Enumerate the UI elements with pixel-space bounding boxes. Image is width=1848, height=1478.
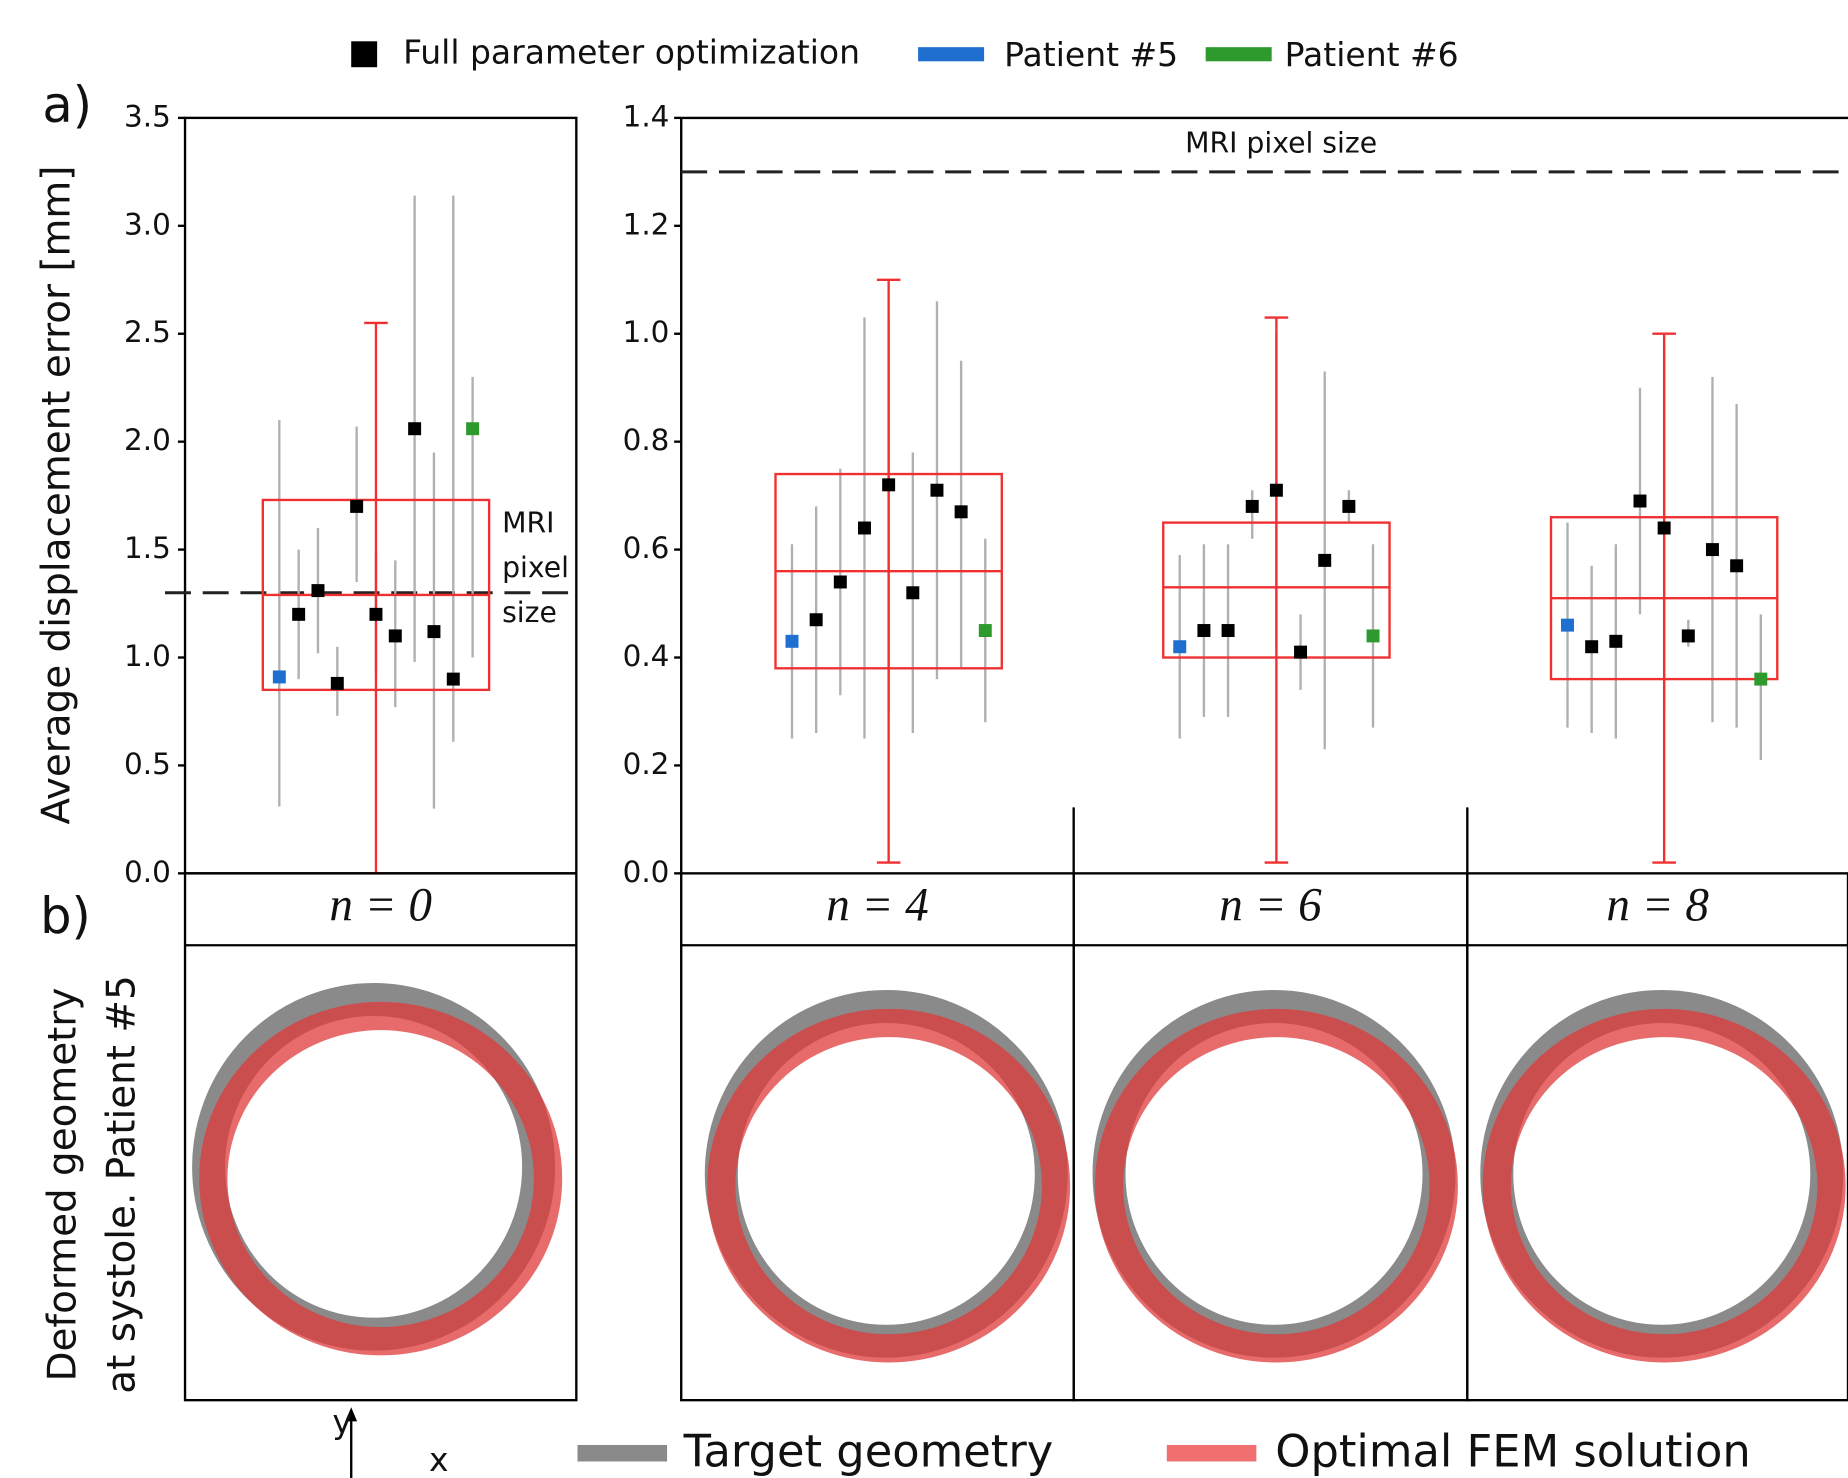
fem-ring: [1497, 1023, 1832, 1348]
y-tick-label: 0.5: [124, 747, 171, 781]
legend-label: Optimal FEM solution: [1275, 1424, 1751, 1477]
legend-marker: [351, 41, 377, 67]
point: [1634, 495, 1647, 508]
legend-label: Full parameter optimization: [403, 33, 860, 72]
point: [882, 478, 895, 491]
point: [786, 635, 799, 648]
point: [1197, 624, 1210, 637]
point: [427, 625, 440, 638]
point: [1318, 554, 1331, 567]
point: [979, 624, 992, 637]
point: [1222, 624, 1235, 637]
geometry-cell: [1074, 873, 1468, 1400]
point: [292, 608, 305, 621]
point: [369, 608, 382, 621]
figure: a) b) Average displacement error [mm] De…: [0, 0, 1848, 1478]
y-tick-label: 1.5: [124, 531, 171, 565]
point: [1561, 619, 1574, 632]
point: [906, 586, 919, 599]
point: [1754, 673, 1767, 686]
point: [447, 673, 460, 686]
y-tick-label: 2.5: [124, 315, 171, 349]
point: [1585, 640, 1598, 653]
y-tick-label: 0.0: [623, 855, 670, 889]
threshold-label: MRI pixel size: [1185, 127, 1377, 160]
point: [1706, 543, 1719, 556]
point: [1682, 629, 1695, 642]
legend-marker: [578, 1445, 668, 1462]
point: [1173, 640, 1186, 653]
threshold-label: pixel: [502, 551, 569, 584]
point: [311, 584, 324, 597]
legend-label: Target geometry: [683, 1424, 1054, 1477]
fem-ring: [721, 1023, 1056, 1348]
group-label: n = 6: [1219, 880, 1322, 932]
point: [1609, 635, 1622, 648]
point: [1246, 500, 1259, 513]
y-tick-label: 0.4: [623, 639, 670, 673]
y-tick-label: 3.0: [124, 207, 171, 241]
axis-letter: x: [429, 1440, 449, 1478]
threshold-label: size: [502, 596, 557, 629]
legend-marker: [1206, 47, 1272, 61]
group-label: n = 8: [1606, 880, 1709, 932]
point: [331, 677, 344, 690]
point: [1342, 500, 1355, 513]
legend-label: Patient #5: [1004, 35, 1178, 74]
fem-ring: [213, 1016, 548, 1341]
y-axis-title: Deformed geometry: [40, 988, 85, 1382]
y-tick-label: 2.0: [124, 423, 171, 457]
axis-arrows: y x: [332, 1402, 448, 1478]
point: [466, 422, 479, 435]
point: [389, 629, 402, 642]
point: [350, 500, 363, 513]
point: [273, 670, 286, 683]
legend-marker: [918, 47, 984, 61]
point: [408, 422, 421, 435]
y-tick-label: 3.5: [124, 99, 171, 133]
legend-label: Patient #6: [1285, 35, 1459, 74]
group-label: n = 4: [826, 880, 929, 932]
point: [858, 522, 871, 535]
y-tick-label: 1.0: [623, 315, 670, 349]
point: [810, 613, 823, 626]
axis-frame: [185, 118, 576, 873]
y-tick-label: 0.2: [623, 747, 670, 781]
panel-label: a): [42, 76, 92, 134]
point: [1730, 559, 1743, 572]
geometry-cell: [1467, 873, 1848, 1400]
axis-letter: y: [332, 1402, 352, 1441]
point: [1294, 646, 1307, 659]
panel-label: b): [40, 887, 91, 945]
y-axis-title: Average displacement error [mm]: [34, 166, 79, 825]
point: [1658, 522, 1671, 535]
y-tick-label: 0.0: [124, 855, 171, 889]
threshold-label: MRI: [502, 506, 554, 539]
y-tick-label: 1.4: [623, 99, 670, 133]
legend-marker: [1167, 1445, 1257, 1462]
y-tick-label: 0.6: [623, 531, 670, 565]
y-tick-label: 0.8: [623, 423, 670, 457]
point: [955, 505, 968, 518]
fem-ring: [1109, 1023, 1444, 1348]
y-tick-label: 1.0: [124, 639, 171, 673]
point: [1270, 484, 1283, 497]
group-label: n = 0: [329, 880, 432, 932]
y-axis-title: at systole. Patient #5: [99, 975, 144, 1393]
y-tick-label: 1.2: [623, 207, 670, 241]
point: [1367, 629, 1380, 642]
point: [930, 484, 943, 497]
point: [834, 575, 847, 588]
